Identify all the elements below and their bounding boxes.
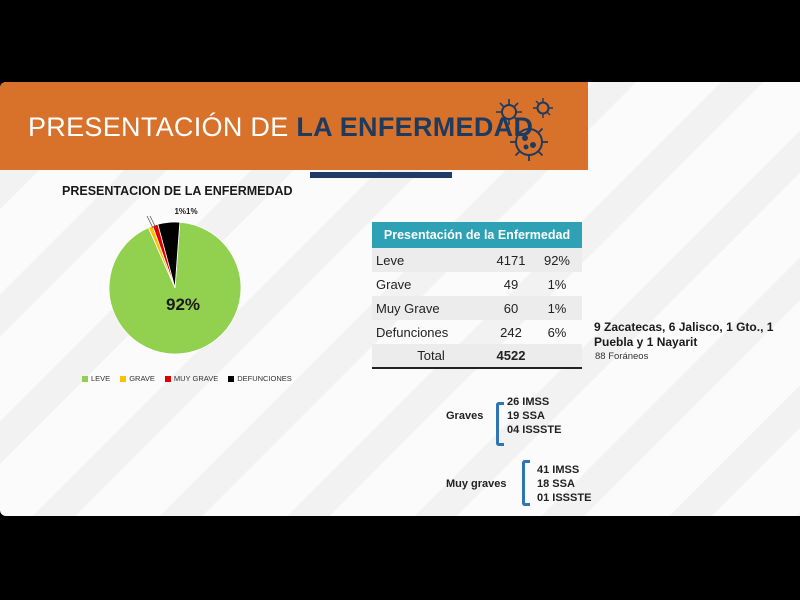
table-row: Muy Grave 60 1%: [372, 296, 582, 320]
row-label: Leve: [372, 248, 490, 272]
legend-swatch: [120, 375, 127, 382]
states-note: 9 Zacatecas, 6 Jalisco, 1 Gto., 1 Puebla…: [594, 320, 774, 349]
data-label-leve: 92%: [166, 295, 200, 314]
row-value: 242: [500, 324, 522, 340]
total-label: Total: [372, 344, 490, 369]
muy-graves-item: 01 ISSSTE: [537, 492, 592, 504]
legend-item: LEVE: [82, 374, 110, 383]
legend-swatch: [82, 375, 88, 382]
virus-icon: [496, 98, 553, 161]
title-underline: [310, 172, 452, 178]
legend-item: MUY GRAVE: [164, 374, 219, 383]
row-pct: 1%: [547, 276, 567, 292]
slice-leve: [108, 221, 242, 355]
slice-defunciones: [157, 221, 181, 289]
legend-item: GRAVE: [120, 374, 155, 383]
chart-legend: LEVE GRAVE MUY GRAVE DEFUNCIONES: [82, 374, 292, 383]
pie-chart: 92% 1%1%: [108, 207, 242, 355]
row-label: Muy Grave: [372, 296, 490, 320]
row-label: Defunciones: [376, 324, 449, 340]
total-empty: [531, 344, 582, 369]
disease-table: Presentación de la Enfermedad Leve 4171 …: [372, 222, 582, 369]
legend-label: GRAVE: [129, 374, 155, 383]
row-pct: 92%: [531, 248, 582, 272]
table-total-row: Total 4522: [372, 344, 582, 369]
legend-swatch: [228, 375, 235, 382]
row-label: Grave: [376, 276, 412, 292]
table-row: Leve 4171 92%: [372, 248, 582, 272]
total-value: 4522: [489, 344, 532, 369]
row-pct: 6%: [547, 324, 567, 340]
legend-label: DEFUNCIONES: [237, 374, 292, 383]
graves-brace: [496, 402, 504, 446]
legend-swatch: [164, 375, 171, 382]
slide: PRESENTACIÓN DE LA ENFERMEDAD: [0, 82, 800, 516]
data-label-small: 1%1%: [174, 207, 197, 216]
row-value: 60: [489, 296, 532, 320]
legend-item: DEFUNCIONES: [228, 374, 292, 383]
title-banner: PRESENTACIÓN DE LA ENFERMEDAD: [0, 82, 588, 170]
legend-label: LEVE: [91, 374, 111, 383]
graves-label: Graves: [446, 410, 484, 422]
graves-item: 04 ISSSTE: [507, 424, 562, 436]
slide-title: PRESENTACIÓN DE LA ENFERMEDAD: [28, 112, 534, 142]
row-value: 49: [503, 276, 519, 292]
table-row: Grave 49 1%: [372, 272, 582, 296]
graves-item: 26 IMSS: [507, 396, 550, 408]
foraneos-note: 88 Foráneos: [595, 351, 649, 362]
muy-graves-item: 41 IMSS: [537, 464, 580, 476]
legend-label: MUY GRAVE: [173, 374, 219, 383]
graves-item: 19 SSA: [507, 410, 545, 422]
leader-line: [146, 215, 154, 229]
row-pct: 1%: [531, 296, 582, 320]
row-value: 4171: [489, 248, 532, 272]
muy-graves-label: Muy graves: [446, 478, 507, 490]
table-row: Defunciones 242 6%: [372, 320, 582, 344]
muy-graves-brace: [522, 460, 530, 506]
chart-title: PRESENTACION DE LA ENFERMEDAD: [62, 184, 293, 198]
leader-line: [149, 215, 157, 229]
muy-graves-item: 18 SSA: [537, 478, 575, 490]
table-header: Presentación de la Enfermedad: [372, 222, 582, 248]
